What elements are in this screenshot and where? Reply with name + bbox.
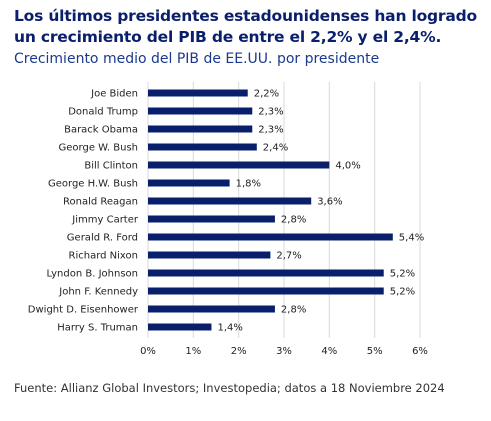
chart-subtitle: Crecimiento medio del PIB de EE.UU. por …	[14, 51, 380, 67]
value-label: 5,4%	[399, 233, 424, 244]
category-label: John F. Kennedy	[58, 287, 138, 298]
value-label: 1,4%	[217, 323, 242, 334]
category-label: George W. Bush	[59, 143, 138, 154]
bar	[148, 89, 248, 97]
category-label: Lyndon B. Johnson	[46, 269, 138, 280]
value-label: 2,4%	[263, 143, 288, 154]
bar	[148, 251, 271, 259]
x-tick-label: 3%	[276, 346, 292, 357]
value-label: 2,7%	[276, 251, 301, 262]
value-label: 5,2%	[390, 269, 415, 280]
bar	[148, 125, 253, 133]
x-tick-label: 6%	[412, 346, 428, 357]
bar	[148, 269, 384, 277]
bar	[148, 143, 257, 151]
category-label: Harry S. Truman	[57, 323, 138, 334]
category-label: Dwight D. Eisenhower	[28, 305, 139, 316]
bar	[148, 215, 275, 223]
value-label: 2,8%	[281, 305, 306, 316]
value-label: 2,2%	[254, 89, 279, 100]
source-note: Fuente: Allianz Global Investors; Invest…	[14, 381, 445, 395]
x-tick-label: 0%	[140, 346, 156, 357]
bar	[148, 161, 330, 169]
bar	[148, 323, 212, 331]
bar	[148, 305, 275, 313]
bar	[148, 287, 384, 295]
chart-title: Los últimos presidentes estadounidenses …	[14, 7, 477, 46]
gdp-bar-chart: Joe Biden 2,2% Donald Trump 2,3% Barack Obam…	[28, 82, 428, 357]
value-label: 2,3%	[258, 125, 283, 136]
bar	[148, 197, 312, 205]
bar	[148, 107, 253, 115]
value-label: 5,2%	[390, 287, 415, 298]
value-label: 2,8%	[281, 215, 306, 226]
category-label: Donald Trump	[68, 107, 138, 118]
bar	[148, 179, 230, 187]
category-label: Barack Obama	[64, 125, 138, 136]
x-tick-label: 5%	[367, 346, 383, 357]
category-label: Bill Clinton	[84, 161, 138, 172]
category-label: Richard Nixon	[69, 251, 138, 262]
category-label: Gerald R. Ford	[67, 233, 138, 244]
category-label: Jimmy Carter	[71, 215, 139, 226]
value-label: 4,0%	[335, 161, 360, 172]
value-label: 1,8%	[236, 179, 261, 190]
bar	[148, 233, 393, 241]
value-label: 2,3%	[258, 107, 283, 118]
value-label: 3,6%	[317, 197, 342, 208]
category-label: Ronald Reagan	[63, 197, 138, 208]
x-tick-label: 2%	[231, 346, 247, 357]
x-tick-label: 4%	[321, 346, 337, 357]
category-label: George H.W. Bush	[48, 179, 138, 190]
category-label: Joe Biden	[90, 89, 138, 100]
x-tick-label: 1%	[185, 346, 201, 357]
